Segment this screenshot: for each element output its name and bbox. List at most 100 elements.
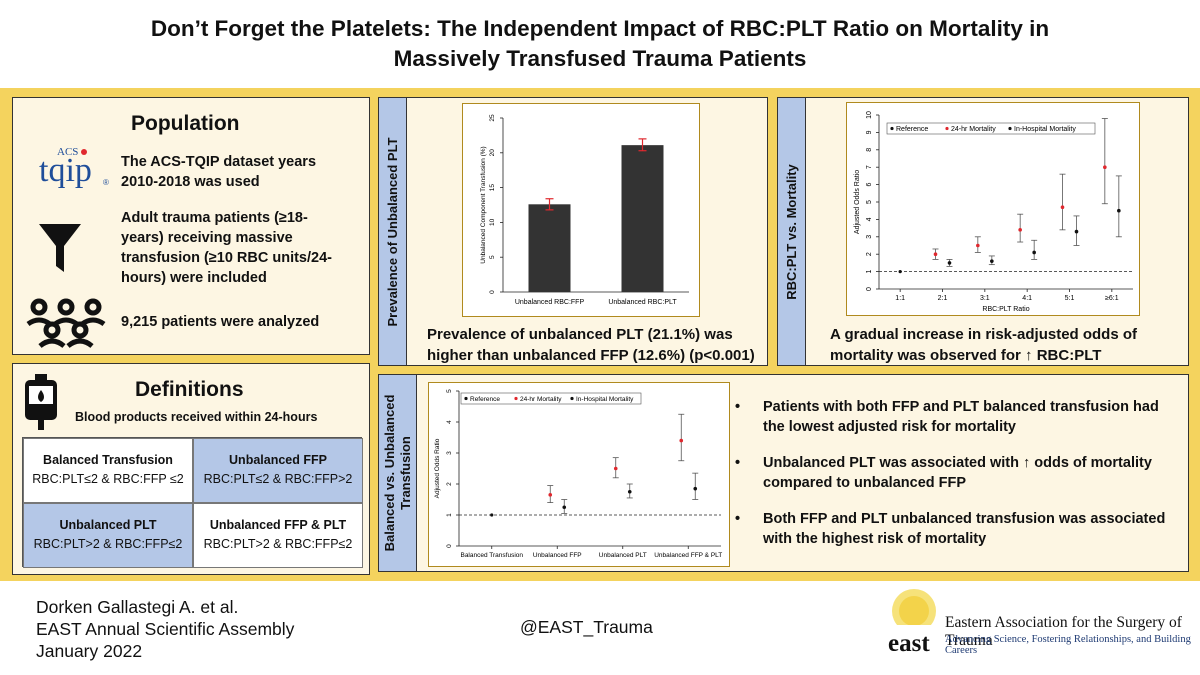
x-tick-label: 2:1 — [938, 295, 948, 302]
data-point — [1103, 165, 1107, 169]
population-panel: Population ACS tqip ® The ACS-TQIP datas… — [12, 97, 370, 355]
data-point — [693, 486, 698, 491]
east-sun-logo-icon — [886, 589, 942, 631]
x-tick-label: 1:1 — [895, 295, 905, 302]
data-point — [613, 466, 618, 471]
y-axis-label: Adjusted Odds Ratio — [434, 438, 441, 498]
legend-marker — [514, 396, 518, 401]
population-title: Population — [131, 112, 240, 135]
legend-marker — [890, 126, 894, 131]
reference-point — [898, 270, 902, 274]
tqip-logo-text: tqip — [39, 152, 92, 189]
legend-label: 24-hr Mortality — [951, 126, 996, 133]
data-point — [990, 259, 994, 263]
people-group-icon — [26, 298, 106, 348]
y-tick-label: 5 — [489, 255, 496, 259]
x-tick-label: Balanced Transfusion — [460, 552, 523, 559]
y-tick-label: 5 — [866, 200, 873, 204]
population-count-text: 9,215 patients were analyzed — [121, 314, 320, 330]
prevalence-caption: Prevalence of unbalanced PLT (21.1%) was… — [427, 326, 755, 364]
poster-title: Don’t Forget the Platelets: The Independ… — [0, 14, 1200, 74]
legend-label: In-Hospital Mortality — [1014, 126, 1076, 133]
balance-chart-box: 0 1 2 3 4 5 Adjusted Odds Ratio Balanced Transf… — [428, 382, 730, 567]
x-tick-label: Unbalanced RBC:FFP — [515, 299, 585, 306]
citation-meeting: EAST Annual Scientific Assembly — [36, 619, 295, 639]
x-tick-label: Unbalanced PLT — [599, 552, 647, 559]
y-tick-label: 2 — [866, 252, 873, 256]
ratio-odds-chart: 0 1 2 3 4 5 6 7 8 9 10 Adjusted Odds Ratio 1:1 2:1 3:1… — [854, 111, 1133, 313]
legend-marker — [464, 396, 468, 401]
bar — [621, 145, 664, 292]
citation: Dorken Gallastegi A. et al. EAST Annual … — [36, 596, 294, 662]
ratio-panel: RBC:PLT vs. Mortality 0 1 2 3 4 5 6 7 8 9 10 Adjust… — [777, 97, 1189, 366]
prevalence-chart-box: 0 5 10 15 20 25 Unbalanced Component Transfusi… — [462, 103, 700, 317]
balance-odds-chart: 0 1 2 3 4 5 Adjusted Odds Ratio Balanced Transf… — [434, 389, 722, 559]
y-tick-label: 6 — [866, 183, 873, 187]
definitions-table: Balanced Transfusion RBC:PLT≤2 & RBC:FFP … — [22, 437, 363, 568]
reference-point — [490, 513, 494, 517]
ratio-caption: A gradual increase in risk-adjusted odds… — [830, 326, 1138, 364]
x-axis-label: RBC:PLT Ratio — [982, 306, 1029, 313]
y-tick-label: 0 — [866, 287, 873, 291]
y-tick-label: 0 — [489, 290, 496, 294]
definition-unbalanced-ffp: Unbalanced FFP RBC:PLT≤2 & RBC:FFP>2 — [193, 438, 363, 503]
legend-box — [460, 392, 642, 405]
tqip-logo: ACS tqip ® — [23, 140, 118, 192]
data-point — [1018, 228, 1022, 232]
data-point — [562, 505, 567, 510]
x-tick-label: 4:1 — [1022, 295, 1032, 302]
acs-logo-dot — [81, 149, 87, 155]
y-axis-label: Adjusted Odds Ratio — [854, 170, 861, 234]
east-org-name: Eastern Association for the Surgery of T… — [945, 614, 1182, 649]
twitter-handle[interactable]: @EAST_Trauma — [520, 617, 653, 637]
finding-1: Patients with both FFP and PLT balanced … — [735, 397, 1175, 437]
ratio-chart-box: 0 1 2 3 4 5 6 7 8 9 10 Adjusted Odds Ratio 1:1 2:1 3:1… — [846, 102, 1140, 316]
definition-unbalanced-ffp-plt: Unbalanced FFP & PLT RBC:PLT>2 & RBC:FFP≤… — [193, 503, 363, 568]
data-point — [1074, 229, 1079, 234]
citation-author: Dorken Gallastegi A. et al. — [36, 597, 239, 617]
y-tick-label: 7 — [866, 165, 873, 169]
data-point — [1060, 205, 1065, 210]
data-point — [976, 243, 980, 248]
data-point — [947, 261, 952, 265]
balance-findings: Patients with both FFP and PLT balanced … — [735, 397, 1175, 565]
definitions-title: Definitions — [135, 378, 244, 401]
x-tick-label: 5:1 — [1065, 295, 1075, 302]
y-tick-label: 5 — [446, 389, 453, 393]
y-tick-label: 15 — [489, 184, 496, 192]
prevalence-bar-chart: 0 5 10 15 20 25 Unbalanced Component Transfusi… — [480, 114, 689, 306]
data-point — [1032, 250, 1036, 255]
y-tick-label: 3 — [446, 451, 453, 455]
legend-label: Reference — [896, 126, 928, 133]
y-tick-label: 10 — [489, 218, 496, 226]
prevalence-tab: Prevalence of Unbalanced PLT — [379, 98, 407, 365]
x-tick-label: Unbalanced RBC:PLT — [608, 299, 677, 306]
data-point — [679, 438, 684, 443]
x-tick-label: Unbalanced FFP & PLT — [654, 552, 722, 559]
y-tick-label: 3 — [866, 235, 873, 239]
x-tick-label: Unbalanced FFP — [533, 552, 582, 559]
definition-balanced: Balanced Transfusion RBC:PLT≤2 & RBC:FFP … — [23, 438, 193, 503]
legend-box — [886, 122, 1096, 135]
definitions-subtitle: Blood products received within 24-hours — [75, 410, 318, 424]
x-tick-label: 3:1 — [980, 295, 990, 302]
y-axis-label: Unbalanced Component Transfusion (%) — [480, 146, 487, 263]
legend-label: In-Hospital Mortality — [576, 396, 634, 403]
y-tick-label: 25 — [489, 114, 496, 122]
east-tagline: Advancing Science, Fostering Relationshi… — [945, 634, 1191, 656]
registered-mark: ® — [103, 178, 109, 187]
blood-bag-icon — [25, 374, 57, 430]
funnel-icon — [39, 224, 81, 272]
y-tick-label: 4 — [866, 217, 873, 221]
legend-label: 24-hr Mortality — [520, 396, 562, 403]
y-tick-label: 9 — [866, 130, 873, 134]
data-point — [933, 252, 938, 256]
legend-marker — [1008, 126, 1012, 131]
y-tick-label: 8 — [866, 148, 873, 152]
legend-marker — [570, 396, 574, 401]
citation-date: January 2022 — [36, 641, 143, 661]
data-point — [548, 493, 553, 497]
legend-marker — [945, 126, 949, 131]
title-line-1: Don’t Forget the Platelets: The Independ… — [150, 16, 1050, 41]
data-point — [1117, 208, 1121, 213]
